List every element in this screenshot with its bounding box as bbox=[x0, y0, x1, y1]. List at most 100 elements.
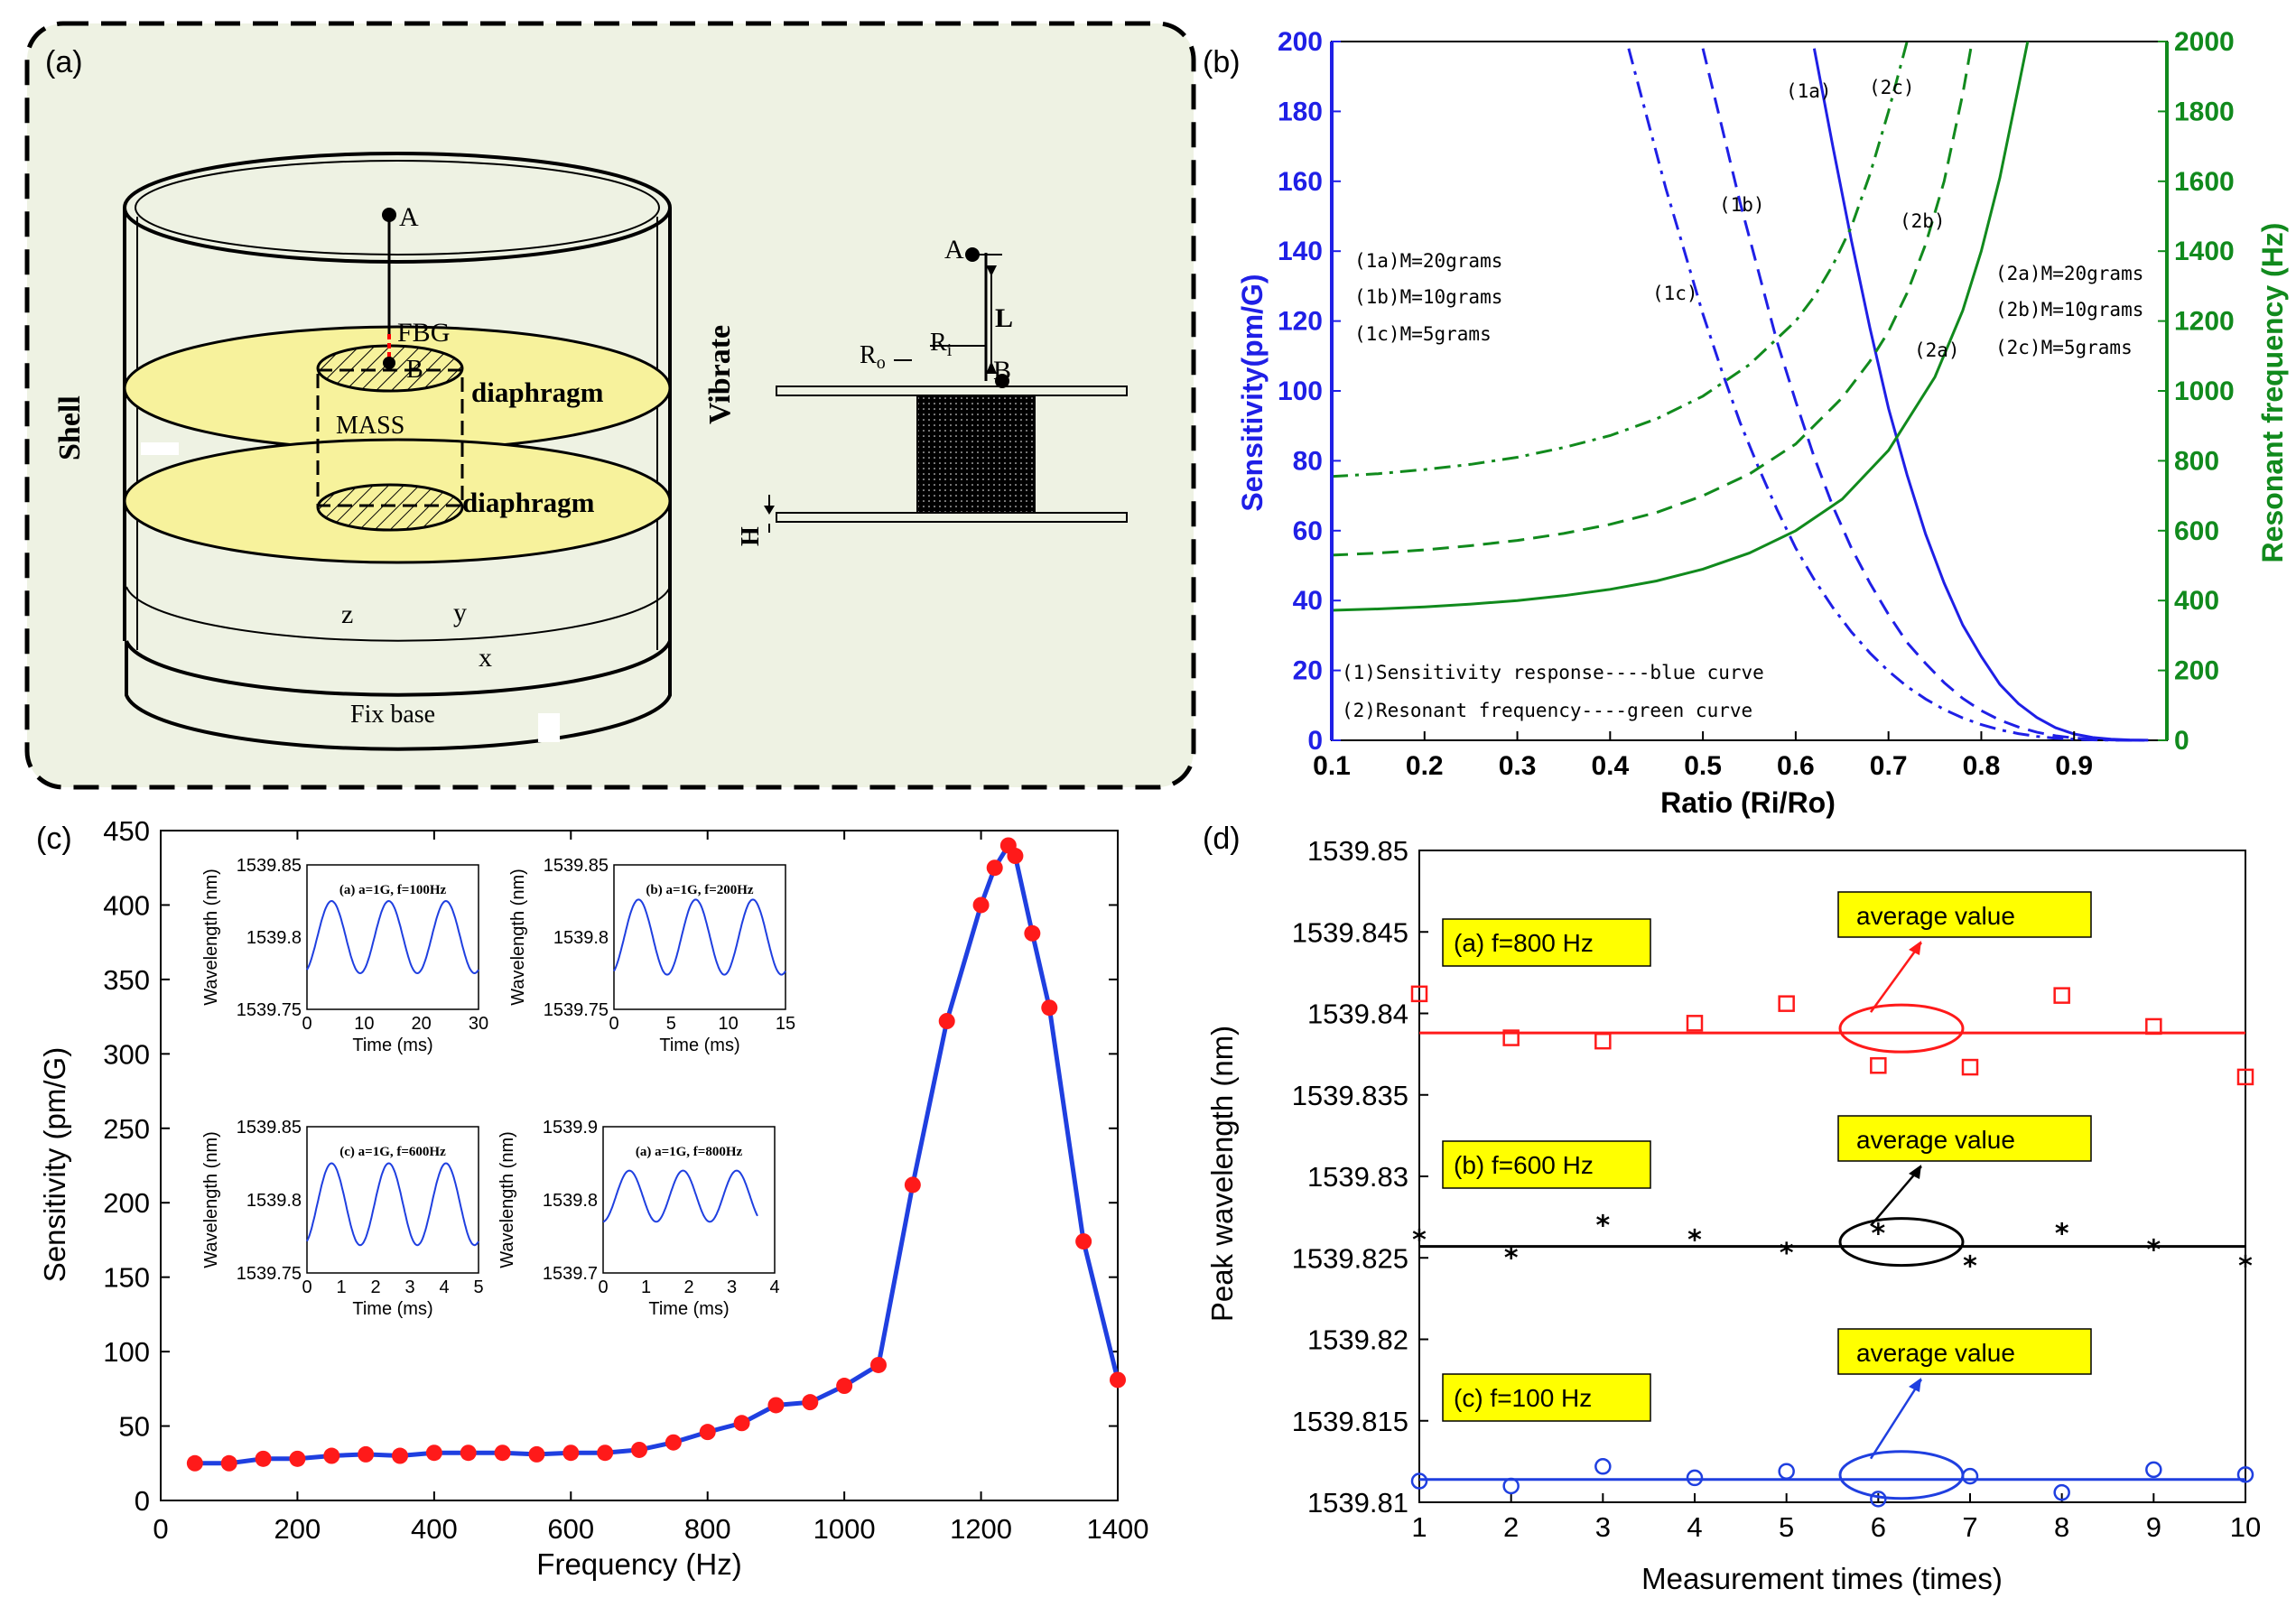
panel-d-annotation-text: average value bbox=[1856, 1126, 2015, 1154]
panel-d-xtick-label: 10 bbox=[2230, 1511, 2261, 1543]
panel-b-label: (b) bbox=[1203, 45, 1241, 79]
panel-c-data-point bbox=[1007, 848, 1024, 865]
panel-d-ylabel: Peak wavelength (nm) bbox=[1205, 1026, 1239, 1322]
inset-ylabel: Wavelength (nm) bbox=[497, 1131, 517, 1268]
white-marker bbox=[538, 713, 560, 742]
inset-xtick-label: 0 bbox=[302, 1014, 311, 1034]
panel-c-xtick-label: 400 bbox=[411, 1513, 458, 1545]
panel-c-inset: 0 1 2 3 4 1539.7 1539.8 1539.9 (a) a=1G, f=800Hz… bbox=[497, 1118, 780, 1319]
panel-c-data-point bbox=[289, 1450, 306, 1467]
panel-d-chart: (d) 1 2 3 4 5 6 7 8 9 10 1539.81 1539.815 1539.82 153… bbox=[1203, 822, 2261, 1595]
panel-c-data-point bbox=[802, 1394, 819, 1411]
panel-d-data-point bbox=[1686, 1015, 1704, 1032]
panel-c-label: (c) bbox=[36, 822, 72, 856]
axis-x-label: x bbox=[479, 643, 492, 673]
panel-c-xtick-label: 1200 bbox=[950, 1513, 1012, 1545]
inset-xtick-label: 10 bbox=[719, 1014, 739, 1034]
side-l-label: L bbox=[995, 303, 1013, 333]
inset-ytick-label: 1539.7 bbox=[543, 1264, 598, 1284]
panel-d-xlabel: Measurement times (times) bbox=[1641, 1562, 2003, 1595]
panel-b-xtick-label: 0.5 bbox=[1684, 751, 1722, 781]
legend-left-1: (1a)M=20grams bbox=[1354, 250, 1502, 272]
curve-label-2c: (2c) bbox=[1869, 77, 1915, 98]
panel-b-yrtick-label: 1000 bbox=[2174, 376, 2235, 406]
side-b-label: B bbox=[993, 356, 1011, 385]
inset-ytick-label: 1539.8 bbox=[553, 928, 609, 948]
panel-d-arrow bbox=[1869, 942, 1923, 1013]
panel-b-yltick-label: 60 bbox=[1293, 516, 1323, 546]
panel-d-ytick-label: 1539.845 bbox=[1292, 916, 1408, 948]
panel-b-yltick-label: 20 bbox=[1293, 656, 1323, 686]
panel-c-data-point bbox=[631, 1441, 647, 1458]
panel-b-yltick-label: 140 bbox=[1278, 237, 1323, 266]
point-b-dot bbox=[383, 357, 395, 369]
diaphragm-top-label: diaphragm bbox=[471, 376, 604, 408]
inset-ytick-label: 1539.9 bbox=[543, 1118, 598, 1138]
note-sensitivity: (1)Sensitivity response----blue curve bbox=[1342, 662, 1764, 683]
panel-c-ytick-label: 100 bbox=[103, 1336, 150, 1368]
panel-d-data-point bbox=[2053, 987, 2070, 1004]
panel-c-data-point bbox=[528, 1445, 545, 1463]
panel-c-data-point bbox=[323, 1447, 340, 1464]
inset-ytick-label: 1539.85 bbox=[237, 1118, 302, 1138]
panel-d-data-point bbox=[1502, 1029, 1520, 1046]
panel-b-xtick-label: 0.6 bbox=[1777, 751, 1815, 781]
panel-c-ytick-label: 200 bbox=[103, 1187, 150, 1219]
side-ro-label: Ro bbox=[860, 341, 886, 373]
panel-d-ytick-label: 1539.85 bbox=[1307, 835, 1408, 867]
panel-d-data-point: * bbox=[2055, 1218, 2069, 1249]
panel-d-data-point bbox=[2145, 1461, 2162, 1479]
inset-xtick-label: 5 bbox=[666, 1014, 676, 1034]
panel-c-data-point bbox=[255, 1450, 272, 1467]
side-h-label: H bbox=[737, 526, 765, 546]
legend-left-3: (1c)M=5grams bbox=[1354, 323, 1492, 345]
panel-d-series-label-box bbox=[1442, 918, 1651, 967]
panel-d-data-point bbox=[1778, 995, 1795, 1012]
panel-b-yrtick-label: 800 bbox=[2174, 446, 2219, 476]
panel-c-ytick-label: 350 bbox=[103, 964, 150, 996]
panel-d-xtick-label: 6 bbox=[1871, 1511, 1886, 1543]
legend-left-2: (1b)M=10grams bbox=[1354, 286, 1502, 308]
panel-d-data-point bbox=[1778, 1463, 1795, 1480]
panel-d-data-point: * bbox=[1963, 1250, 1977, 1282]
inset-xtick-label: 2 bbox=[683, 1277, 693, 1297]
panel-d-data-point: * bbox=[1412, 1225, 1427, 1257]
panel-c-xtick-label: 600 bbox=[547, 1513, 594, 1545]
inset-frame bbox=[306, 864, 479, 1010]
panel-d-xtick-label: 7 bbox=[1962, 1511, 1977, 1543]
inset-ytick-label: 1539.8 bbox=[246, 928, 302, 948]
curve-label-1b: (1b) bbox=[1719, 194, 1765, 216]
panel-c-inset: 0 5 10 15 1539.75 1539.8 1539.85 (b) a=1G, f=20… bbox=[508, 856, 795, 1055]
panel-d-annotation-box bbox=[1837, 1328, 2092, 1375]
panel-c-data-point bbox=[972, 896, 990, 914]
panel-d-xtick-label: 1 bbox=[1411, 1511, 1427, 1543]
panel-c-xtick-label: 200 bbox=[274, 1513, 321, 1545]
inset-xlabel: Time (ms) bbox=[352, 1299, 432, 1319]
panel-b-series-1a bbox=[1812, 48, 2149, 742]
panel-b-yltick-label: 180 bbox=[1278, 97, 1323, 126]
panel-b-yltick-label: 160 bbox=[1278, 167, 1323, 197]
inset-waveform bbox=[306, 1162, 479, 1247]
panel-b-yltick-label: 0 bbox=[1307, 726, 1323, 756]
mass-label: MASS bbox=[336, 412, 404, 440]
panel-d-annotation-text: average value bbox=[1856, 902, 2015, 930]
panel-b-yltick-label: 40 bbox=[1293, 586, 1323, 616]
panel-c-data-point bbox=[392, 1447, 408, 1464]
panel-c-ytick-label: 150 bbox=[103, 1262, 150, 1294]
curve-label-1c: (1c) bbox=[1652, 283, 1698, 304]
panel-b-ylabel-left: Sensitivity(pm/G) bbox=[1236, 274, 1269, 511]
inset-xtick-label: 4 bbox=[769, 1277, 779, 1297]
panel-d-xtick-label: 2 bbox=[1503, 1511, 1519, 1543]
inset-xtick-label: 4 bbox=[439, 1277, 449, 1297]
inset-ylabel: Wavelength (nm) bbox=[201, 869, 221, 1006]
panel-b-xtick-label: 0.1 bbox=[1313, 751, 1351, 781]
panel-d-ytick-label: 1539.835 bbox=[1292, 1080, 1408, 1111]
panel-d-data-point: * bbox=[1687, 1225, 1702, 1257]
panel-c-data-point bbox=[1075, 1233, 1092, 1250]
side-a-label: A bbox=[944, 235, 964, 265]
panel-d-data-point bbox=[1410, 1472, 1428, 1490]
inset-title: (b) a=1G, f=200Hz bbox=[646, 883, 754, 897]
panel-c-xlabel: Frequency (Hz) bbox=[536, 1547, 741, 1581]
panel-c-ytick-label: 50 bbox=[119, 1411, 150, 1443]
panel-b-yltick-label: 200 bbox=[1278, 27, 1323, 57]
